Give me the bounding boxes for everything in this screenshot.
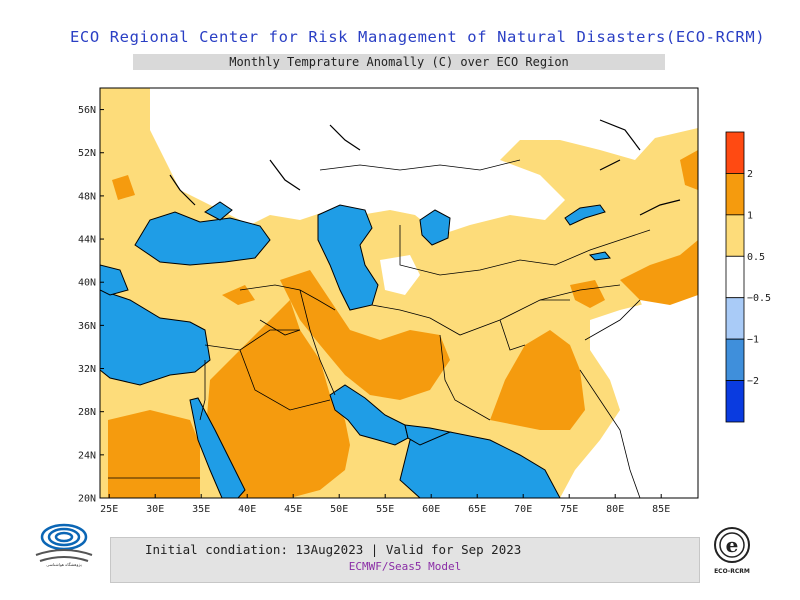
legend-label: −2 bbox=[747, 376, 759, 387]
footer-panel: Initial condiation: 13Aug2023 | Valid fo… bbox=[110, 537, 700, 583]
warm-region-mongolia bbox=[680, 150, 698, 190]
coastlines bbox=[169, 119, 681, 216]
neutral-region-north2 bbox=[220, 88, 330, 160]
lat-tick-label: 52N bbox=[78, 148, 96, 159]
arabian-sea bbox=[399, 431, 561, 498]
research-institute-logo bbox=[35, 523, 93, 562]
lat-tick-label: 40N bbox=[78, 278, 96, 289]
lon-tick-label: 80E bbox=[606, 504, 624, 515]
aegean-sea bbox=[100, 264, 129, 296]
footer-init-text: Initial condiation: 13Aug2023 | Valid fo… bbox=[145, 542, 522, 557]
black-sea bbox=[134, 211, 271, 266]
warm-region-xinjiang bbox=[570, 280, 605, 308]
red-sea bbox=[189, 397, 246, 498]
lon-tick-label: 65E bbox=[468, 504, 486, 515]
lon-tick-label: 75E bbox=[560, 504, 578, 515]
country-borders bbox=[108, 159, 651, 498]
lon-axis: 25E 30E 35E 40E 45E 50E 55E 60E 65E 70E 75E 80E 85E bbox=[100, 494, 670, 515]
eco-rcrm-logo-letter: e bbox=[726, 533, 739, 557]
warm-region-kazakh-east bbox=[620, 240, 698, 305]
lon-tick-label: 60E bbox=[422, 504, 440, 515]
aral-sea bbox=[419, 209, 451, 246]
legend-label: 1 bbox=[747, 210, 753, 221]
eco-rcrm-caption: ECO-RCRM bbox=[714, 568, 750, 575]
warm-region-balkans bbox=[112, 175, 135, 200]
footer-model-text: ECMWF/Seas5 Model bbox=[348, 560, 462, 573]
map-field bbox=[100, 88, 698, 498]
legend-swatch bbox=[725, 173, 745, 216]
legend-colorbar: 2 1 0.5 −0.5 −1 −2 bbox=[725, 131, 771, 423]
lat-tick-label: 56N bbox=[78, 105, 96, 116]
lat-tick-label: 36N bbox=[78, 321, 96, 332]
lon-tick-label: 70E bbox=[514, 504, 532, 515]
azov-sea bbox=[204, 201, 233, 221]
legend-swatch bbox=[725, 255, 745, 299]
lat-tick-label: 20N bbox=[78, 494, 96, 505]
lat-tick-label: 48N bbox=[78, 191, 96, 202]
map-subtitle: Monthly Temprature Anomally (C) over ECO… bbox=[133, 54, 665, 70]
research-institute-caption: پژوهشگاه هواشناسی bbox=[46, 562, 82, 567]
lat-tick-label: 32N bbox=[78, 364, 96, 375]
warm-region-turkey bbox=[222, 285, 255, 305]
lat-tick-label: 44N bbox=[78, 235, 96, 246]
legend-label: −0.5 bbox=[747, 293, 771, 304]
lon-tick-label: 55E bbox=[376, 504, 394, 515]
lon-tick-label: 50E bbox=[330, 504, 348, 515]
mediterranean-sea bbox=[100, 289, 211, 386]
legend-swatch bbox=[725, 297, 745, 340]
legend-swatch bbox=[725, 338, 745, 381]
lon-tick-label: 30E bbox=[146, 504, 164, 515]
map-frame bbox=[99, 87, 699, 499]
page-title: ECO Regional Center for Risk Management … bbox=[70, 28, 766, 46]
legend-swatch bbox=[725, 131, 745, 174]
lon-tick-label: 85E bbox=[652, 504, 670, 515]
lon-tick-label: 25E bbox=[100, 504, 118, 515]
legend-label: −1 bbox=[747, 335, 759, 346]
legend-swatch bbox=[725, 380, 745, 423]
warm-region-pakistan bbox=[490, 330, 585, 430]
lat-axis: 56N 52N 48N 44N 40N 36N 32N 28N 24N 20N bbox=[78, 105, 104, 505]
lon-tick-label: 45E bbox=[284, 504, 302, 515]
gulf-of-oman bbox=[404, 424, 452, 446]
issyk-kul bbox=[588, 251, 611, 261]
lon-tick-label: 40E bbox=[238, 504, 256, 515]
neutral-region-turkmen bbox=[380, 255, 420, 295]
eco-rcrm-logo: e bbox=[714, 527, 750, 563]
lat-tick-label: 24N bbox=[78, 450, 96, 461]
lat-tick-label: 28N bbox=[78, 407, 96, 418]
legend-swatch bbox=[725, 214, 745, 257]
legend-label: 0.5 bbox=[747, 252, 765, 263]
persian-gulf bbox=[329, 384, 409, 446]
caspian-sea bbox=[317, 204, 379, 311]
legend-label: 2 bbox=[747, 169, 753, 180]
warm-region-egypt bbox=[108, 410, 200, 498]
balkhash-lake bbox=[564, 204, 606, 226]
lon-tick-label: 35E bbox=[192, 504, 210, 515]
